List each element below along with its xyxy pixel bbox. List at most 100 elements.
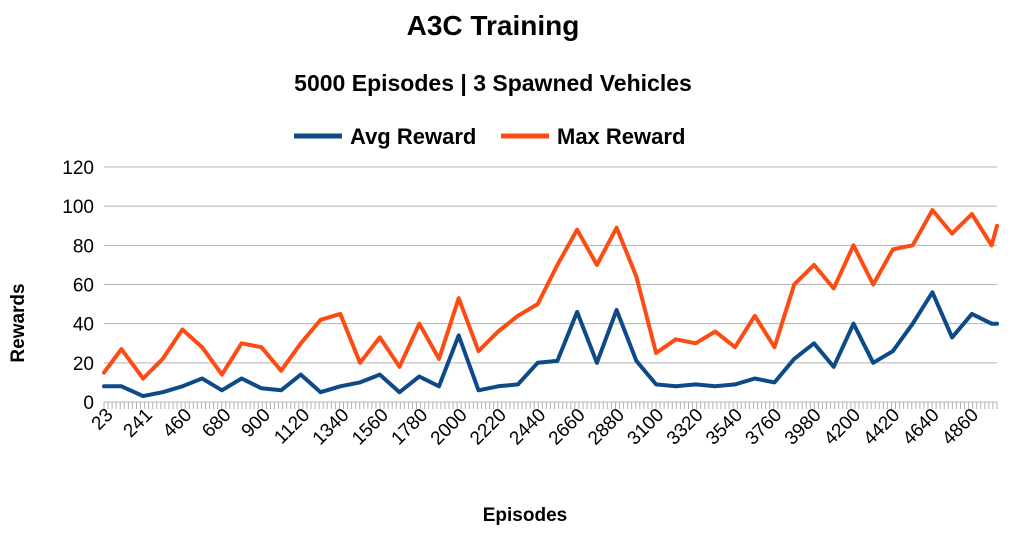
x-axis-title: Episodes <box>483 505 567 526</box>
data-point-avg-reward <box>733 382 737 387</box>
data-point-avg-reward <box>851 321 856 326</box>
x-tick-label: 2440 <box>506 405 551 450</box>
data-point-max-reward <box>299 341 303 346</box>
data-point-avg-reward <box>516 382 520 387</box>
data-point-max-reward <box>831 286 836 291</box>
data-point-avg-reward <box>792 357 797 361</box>
x-tick-label: 1780 <box>388 405 433 450</box>
y-tick-label: 120 <box>62 158 94 179</box>
chart-subtitle: 5000 Episodes | 3 Spawned Vehicles <box>294 70 692 96</box>
x-tick-label: 3100 <box>624 405 669 450</box>
data-point-avg-reward <box>614 308 619 312</box>
data-point-max-reward <box>812 263 816 267</box>
x-tick-label: 680 <box>198 405 235 442</box>
x-tick-label: 2220 <box>466 405 511 450</box>
series-line-avg-reward <box>102 290 999 399</box>
data-point-max-reward <box>102 370 106 375</box>
x-tick-label: 4200 <box>820 405 865 450</box>
data-point-max-reward <box>279 368 283 373</box>
data-point-max-reward <box>417 321 422 326</box>
x-tick-label: 2660 <box>545 405 590 450</box>
data-point-max-reward <box>995 223 999 228</box>
data-point-avg-reward <box>299 372 303 377</box>
data-point-max-reward <box>377 335 382 340</box>
x-tick-label: 241 <box>120 405 157 442</box>
data-point-max-reward <box>259 345 264 349</box>
data-point-avg-reward <box>752 376 757 381</box>
data-point-max-reward <box>930 208 935 212</box>
data-point-max-reward <box>595 263 599 267</box>
data-point-max-reward <box>555 263 560 267</box>
data-point-max-reward <box>614 225 619 230</box>
data-point-max-reward <box>871 282 875 287</box>
data-point-max-reward <box>772 345 777 349</box>
y-tick-label: 100 <box>62 197 94 218</box>
data-point-avg-reward <box>831 364 836 369</box>
data-point-max-reward <box>693 341 698 346</box>
data-point-max-reward <box>476 349 481 353</box>
data-point-avg-reward <box>995 321 999 326</box>
x-tick-label: 4640 <box>899 405 944 450</box>
legend: Avg Reward Max Reward <box>294 124 685 149</box>
data-point-avg-reward <box>437 384 441 389</box>
data-point-avg-reward <box>950 335 954 340</box>
y-tick-label: 80 <box>73 236 94 257</box>
data-point-avg-reward <box>397 390 402 395</box>
x-tick-label: 2880 <box>584 405 629 450</box>
data-point-max-reward <box>634 274 639 279</box>
legend-label-avg-reward: Avg Reward <box>350 124 476 149</box>
data-point-avg-reward <box>318 390 323 395</box>
data-point-max-reward <box>713 329 718 334</box>
data-point-avg-reward <box>930 290 935 295</box>
y-axis-title: Rewards <box>8 283 29 362</box>
data-point-avg-reward <box>674 384 678 389</box>
data-point-max-reward <box>180 327 185 332</box>
data-point-avg-reward <box>772 380 777 385</box>
data-point-max-reward <box>160 357 165 361</box>
data-point-max-reward <box>654 351 658 355</box>
data-point-max-reward <box>437 357 441 361</box>
x-tick-label: 1120 <box>270 405 314 449</box>
x-axis: 23 241 460 680 90011201340156017802000222024… <box>88 401 998 450</box>
data-point-max-reward <box>338 312 343 316</box>
data-point-avg-reward <box>970 312 974 316</box>
data-point-avg-reward <box>180 384 185 389</box>
data-point-avg-reward <box>595 361 599 365</box>
data-point-avg-reward <box>220 388 224 393</box>
gridlines <box>104 166 997 403</box>
x-tick-label: 3540 <box>702 405 747 450</box>
x-tick-label: 3980 <box>781 405 826 450</box>
y-tick-label: 20 <box>73 354 94 375</box>
y-tick-label: 0 <box>83 393 94 414</box>
data-point-max-reward <box>733 345 737 349</box>
data-point-avg-reward <box>575 310 579 314</box>
x-tick-label: 460 <box>159 405 196 442</box>
data-point-avg-reward <box>119 384 124 389</box>
x-tick-label: 1560 <box>348 405 393 450</box>
data-point-max-reward <box>674 337 678 342</box>
data-point-avg-reward <box>634 359 639 363</box>
x-tick-label: 4420 <box>860 405 905 450</box>
data-point-avg-reward <box>871 361 875 365</box>
data-point-max-reward <box>141 376 145 381</box>
chart-title: A3C Training <box>407 10 580 41</box>
data-point-max-reward <box>318 317 323 322</box>
x-tick-label: 4860 <box>938 405 983 450</box>
data-point-max-reward <box>397 364 402 369</box>
y-tick-label: 40 <box>73 315 94 336</box>
data-point-avg-reward <box>891 349 895 353</box>
data-point-avg-reward <box>693 382 698 387</box>
data-point-max-reward <box>752 314 757 318</box>
legend-label-max-reward: Max Reward <box>557 124 685 149</box>
data-point-avg-reward <box>338 384 343 389</box>
data-point-max-reward <box>496 329 500 334</box>
data-point-avg-reward <box>279 388 283 393</box>
data-point-avg-reward <box>259 386 264 391</box>
data-point-avg-reward <box>496 384 500 389</box>
data-point-avg-reward <box>358 380 362 385</box>
data-point-avg-reward <box>476 388 481 393</box>
data-point-avg-reward <box>377 372 382 377</box>
data-point-max-reward <box>535 302 540 306</box>
data-point-avg-reward <box>160 390 165 395</box>
